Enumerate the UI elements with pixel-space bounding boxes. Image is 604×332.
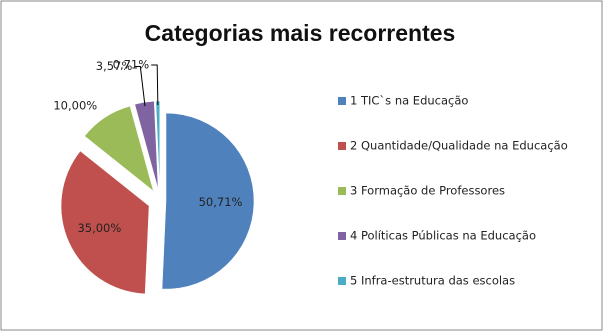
leader-line xyxy=(134,66,146,107)
legend-swatch xyxy=(338,187,346,195)
pie-slice xyxy=(60,150,150,295)
leader-line xyxy=(151,64,159,106)
data-label: 0,71% xyxy=(113,58,150,72)
legend-label: 4 Políticas Públicas na Educação xyxy=(350,229,536,243)
legend-label: 5 Infra-estrutura das escolas xyxy=(350,274,515,288)
pie-slice xyxy=(84,105,154,192)
legend-swatch xyxy=(338,277,346,285)
data-label: 35,00% xyxy=(77,221,121,235)
legend-swatch xyxy=(338,232,346,240)
data-label: 50,71% xyxy=(199,195,243,209)
pie-slice xyxy=(161,112,255,290)
legend-label: 1 TIC`s na Educação xyxy=(350,94,468,108)
data-label: 10,00% xyxy=(53,98,97,112)
legend-label: 3 Formação de Professores xyxy=(350,184,505,198)
data-label: 3,57% xyxy=(96,59,133,73)
legend-swatch xyxy=(338,142,346,150)
chart-title: Categorias mais recorrentes xyxy=(145,20,456,46)
legend-label: 2 Quantidade/Qualidade na Educação xyxy=(350,139,568,153)
legend-swatch xyxy=(338,97,346,105)
